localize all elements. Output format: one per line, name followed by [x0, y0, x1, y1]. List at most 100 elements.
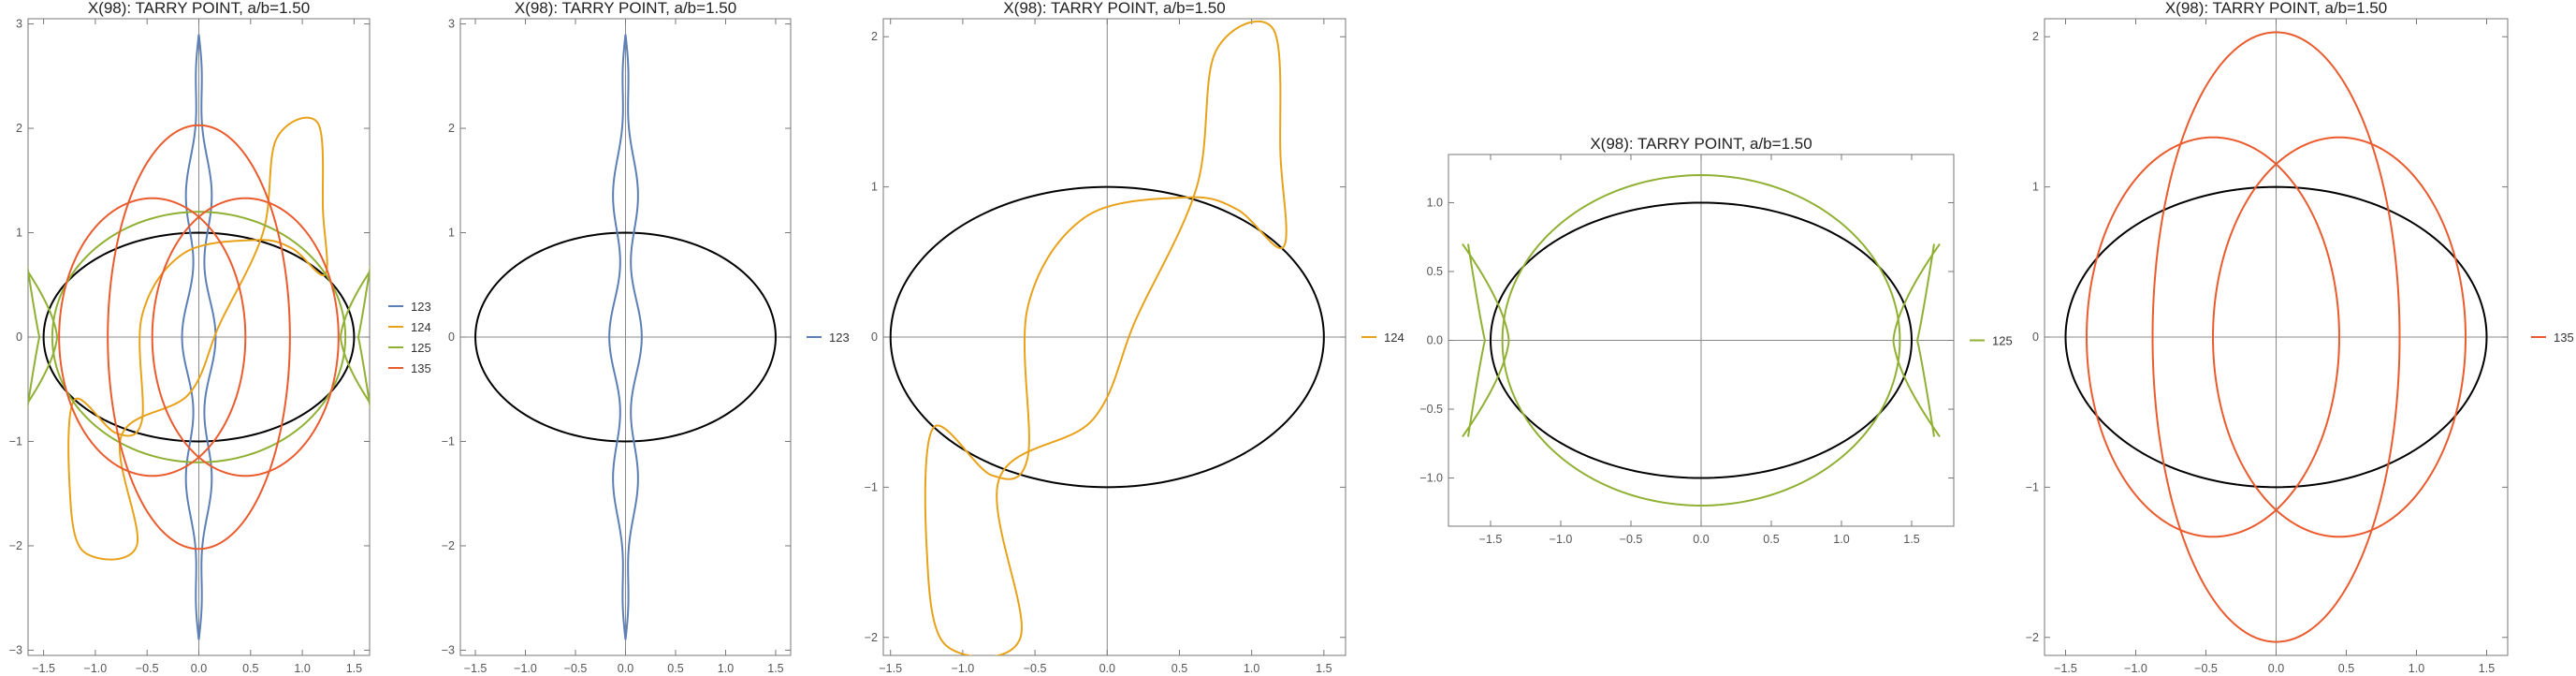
y-tick-label: 0.5: [1427, 265, 1443, 278]
series-135-curve: [2151, 31, 2401, 643]
y-tick-label: 2: [16, 122, 22, 135]
x-tick-label: −1.5: [2054, 662, 2077, 675]
chart-title: X(98): TARRY POINT, a/b=1.50: [88, 0, 310, 17]
y-tick-label: 0: [871, 331, 878, 344]
y-tick-label: 3: [448, 18, 455, 31]
x-tick-label: −1.0: [952, 662, 975, 675]
x-tick-label: 0.0: [1099, 662, 1115, 675]
x-tick-label: −0.5: [1024, 662, 1047, 675]
y-tick-label: −1: [9, 434, 22, 448]
legend-label-125: 125: [1992, 334, 2013, 348]
x-tick-label: 1.0: [1833, 533, 1849, 546]
chart-5: X(98): TARRY POINT, a/b=1.50 −1.5 −1.0 −0.5…: [2026, 0, 2574, 675]
y-tick-label: −1: [2026, 480, 2039, 493]
x-tick-label: 0.0: [1693, 533, 1709, 546]
y-tick-label: 0.0: [1427, 334, 1443, 347]
y-tick-label: 1: [16, 227, 22, 240]
series-124-curve: [924, 20, 1288, 655]
series-124-curve: [67, 116, 328, 561]
chart-3: X(98): TARRY POINT, a/b=1.50 −1.5 −1.0 −0.5…: [865, 0, 1404, 675]
x-tick-label: −0.5: [2194, 662, 2218, 675]
series-135-curve: [107, 124, 291, 551]
y-tick-label: −2: [442, 539, 455, 552]
series-135-curve: [151, 197, 340, 478]
chart-title: X(98): TARRY POINT, a/b=1.50: [1003, 0, 1225, 17]
legend-label-135: 135: [2554, 331, 2574, 345]
reference-ellipse: [42, 231, 356, 443]
plot-area: [474, 34, 777, 640]
series-125-curve: [1501, 174, 1901, 507]
reference-ellipse: [1490, 201, 1913, 479]
x-tick-label: 1.5: [2479, 662, 2495, 675]
y-tick-label: 1: [871, 181, 878, 194]
reference-ellipse: [474, 231, 777, 443]
x-tick-label: 0.5: [1172, 662, 1187, 675]
chart-title: X(98): TARRY POINT, a/b=1.50: [515, 0, 736, 17]
x-tick-label: 1.0: [1244, 662, 1259, 675]
plot-area: [1462, 174, 1941, 507]
x-tick-label: −1.0: [84, 662, 108, 675]
y-tick-label: 2: [448, 122, 455, 135]
reference-ellipse: [889, 185, 1325, 489]
series-123-curve: [608, 34, 627, 640]
x-tick-label: −0.5: [136, 662, 159, 675]
x-tick-label: −1.0: [2124, 662, 2147, 675]
y-tick-label: −1: [442, 434, 455, 448]
x-tick-label: 1.5: [346, 662, 362, 675]
y-tick-label: 0: [16, 331, 22, 344]
y-tick-label: −3: [9, 643, 22, 656]
x-tick-label: 1.5: [1316, 662, 1332, 675]
series-123-curve: [181, 34, 200, 640]
plot-area: [2064, 31, 2488, 643]
series-125-curve: [1892, 243, 1941, 437]
y-tick-label: −3: [442, 643, 455, 656]
x-tick-label: −1.0: [514, 662, 537, 675]
y-tick-label: 1: [448, 227, 455, 240]
legend-label-135: 135: [411, 361, 431, 375]
chart-1: X(98): TARRY POINT, a/b=1.50 −1.5 −1.0 −0.5…: [9, 0, 431, 675]
chart-title: X(98): TARRY POINT, a/b=1.50: [1590, 135, 1812, 153]
x-tick-label: −1.5: [464, 662, 488, 675]
x-tick-label: 1.5: [767, 662, 783, 675]
y-tick-label: −1.0: [1419, 472, 1443, 485]
chart-2: X(98): TARRY POINT, a/b=1.50 −1.5 −1.0 −0.5…: [442, 0, 850, 675]
series-125-curve: [357, 264, 370, 410]
legend-label-123: 123: [411, 300, 431, 314]
x-tick-label: −0.5: [1620, 533, 1643, 546]
legend-label-124: 124: [411, 320, 431, 334]
x-tick-label: 0.0: [618, 662, 633, 675]
reference-ellipse: [2064, 185, 2488, 489]
y-tick-label: −1: [865, 480, 878, 493]
series-123-curve: [197, 34, 217, 640]
series-125-curve: [28, 264, 41, 410]
series-125-curve: [1462, 243, 1510, 437]
x-tick-label: 1.0: [294, 662, 310, 675]
plot-area: [28, 34, 370, 640]
series-125-curve: [340, 270, 370, 404]
x-tick-label: 1.0: [718, 662, 734, 675]
x-tick-label: −0.5: [564, 662, 588, 675]
x-tick-label: 0.5: [1763, 533, 1779, 546]
x-tick-label: 0.5: [2338, 662, 2354, 675]
x-tick-label: −1.5: [32, 662, 55, 675]
x-tick-label: 1.5: [1903, 533, 1919, 546]
y-tick-label: −2: [2026, 631, 2039, 644]
series-125-curve: [1467, 243, 1486, 437]
y-tick-label: −2: [865, 631, 878, 644]
x-tick-label: −1.5: [879, 662, 902, 675]
y-tick-label: 2: [871, 30, 878, 43]
legend-label-123: 123: [829, 331, 850, 345]
plot-area: [889, 20, 1325, 655]
legend-label-125: 125: [411, 341, 431, 355]
series-135-curve: [2212, 136, 2467, 538]
y-tick-label: −2: [9, 539, 22, 552]
x-tick-label: 0.5: [242, 662, 258, 675]
x-tick-label: 0.0: [191, 662, 207, 675]
series-125-curve: [51, 211, 347, 463]
x-tick-label: 1.0: [2409, 662, 2424, 675]
y-tick-label: 1.0: [1427, 196, 1443, 209]
y-tick-label: 0: [2032, 331, 2039, 344]
x-tick-label: −1.5: [1479, 533, 1503, 546]
y-tick-label: 2: [2032, 30, 2039, 43]
